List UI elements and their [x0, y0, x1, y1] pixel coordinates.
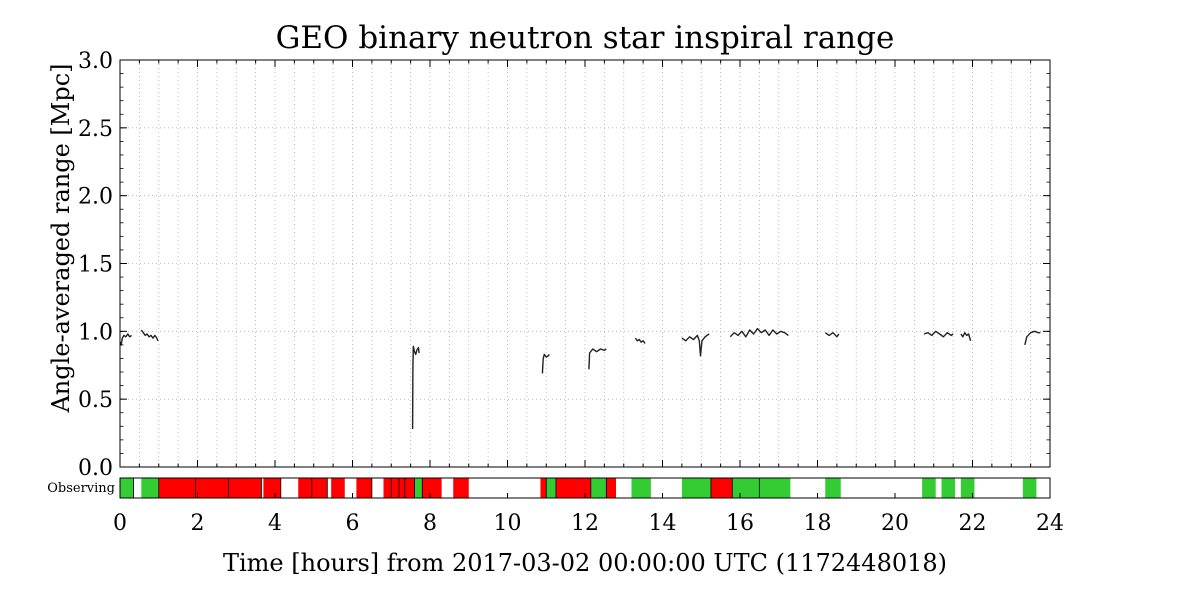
x-tick-label: 14 [649, 511, 677, 536]
observing-segment-red [158, 478, 262, 498]
range-line-segment [729, 327, 789, 338]
range-line-segment [923, 330, 954, 338]
x-tick-label: 0 [113, 511, 127, 536]
observing-segment-green [732, 478, 791, 498]
x-tick-label: 8 [423, 511, 437, 536]
observing-segment-green [825, 478, 841, 498]
observing-segment-green [960, 478, 975, 498]
range-line-segment [634, 337, 646, 344]
segment-bar-label: Observing [47, 481, 115, 496]
observing-segment-red [422, 478, 442, 498]
observing-segment-bar [119, 477, 1051, 499]
observing-segment-green [120, 478, 134, 498]
x-tick-label: 20 [881, 511, 909, 536]
x-axis-label: Time [hours] from 2017-03-02 00:00:00 UT… [223, 549, 947, 577]
range-line-segment [824, 332, 840, 338]
observing-segment-green [546, 478, 556, 498]
ticks: 0 2 4 6 8 10 12 14 16 18 20 22 240.00.51.01.52.02.53… [78, 49, 1064, 536]
y-tick-label: 1.5 [78, 253, 113, 278]
y-tick-label: 2.5 [78, 117, 113, 142]
x-tick-label: 2 [191, 511, 205, 536]
observing-segment-green [941, 478, 956, 498]
observing-segment-red [311, 478, 328, 498]
observing-segment-green [631, 478, 651, 498]
x-tick-label: 6 [346, 511, 360, 536]
observing-segment-green [1022, 478, 1037, 498]
observing-segment-red [298, 478, 312, 498]
x-tick-label: 18 [804, 511, 832, 536]
observing-segment-green [922, 478, 936, 498]
range-line-segment [119, 333, 133, 346]
y-tick-label: 0.5 [78, 388, 113, 413]
range-line-segment [681, 333, 710, 357]
observing-segment-red [453, 478, 469, 498]
x-tick-label: 16 [726, 511, 754, 536]
observing-segment-red [540, 478, 547, 498]
observing-segment-red [710, 478, 733, 498]
observing-segment-green [681, 478, 711, 498]
x-tick-label: 10 [494, 511, 522, 536]
range-line-segment [1024, 330, 1041, 346]
gridlines [120, 60, 1050, 467]
y-tick-label: 1.0 [78, 320, 113, 345]
observing-segment-red [356, 478, 372, 498]
observing-segment-green [141, 478, 159, 498]
range-line-segment [411, 345, 420, 430]
y-axis-label: Angle-averaged range [Mpc] [47, 63, 75, 413]
range-line-segment [588, 348, 607, 370]
x-tick-label: 12 [571, 511, 599, 536]
chart-title: GEO binary neutron star inspiral range [276, 20, 895, 56]
observing-segment-red [555, 478, 591, 498]
series-layer [119, 327, 1041, 430]
x-tick-label: 22 [959, 511, 987, 536]
observing-segment-green [414, 478, 423, 498]
observing-segment-red [606, 478, 616, 498]
range-line-segment [140, 329, 159, 342]
y-tick-label: 0.0 [78, 456, 113, 481]
y-tick-label: 2.0 [78, 185, 113, 210]
observing-segment-red [331, 478, 345, 498]
x-tick-label: 4 [268, 511, 282, 536]
x-tick-label: 24 [1036, 511, 1064, 536]
range-line-segment [541, 353, 550, 374]
observing-segment-red [263, 478, 281, 498]
range-line-segment [960, 332, 972, 341]
observing-segment-green [590, 478, 607, 498]
y-tick-label: 3.0 [78, 49, 113, 74]
